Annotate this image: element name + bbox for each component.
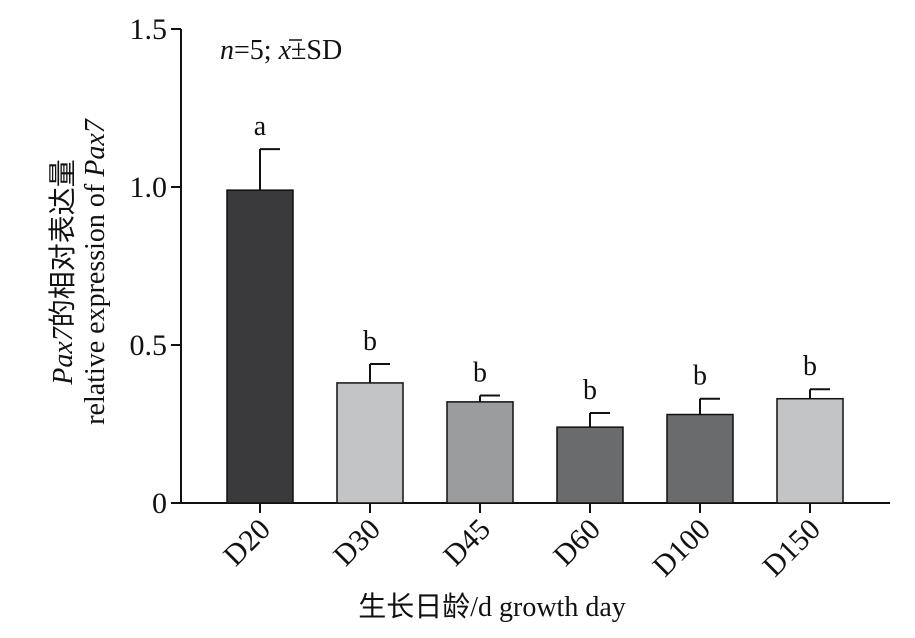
y-tick-label: 1.5 <box>130 13 168 46</box>
y-tick-label: 0 <box>152 487 167 520</box>
x-tick-labels: D20 D30 D45 D60 D100 D150 <box>217 513 827 583</box>
x-tick-label-d150: D150 <box>756 513 826 583</box>
bar-d100 <box>666 413 734 504</box>
significance-label-d150: b <box>803 351 817 382</box>
bar-d150 <box>776 397 844 504</box>
error-bars <box>259 148 830 428</box>
mean-symbol: x <box>278 35 292 66</box>
y-tick-label: 1.0 <box>130 171 168 204</box>
y-axis-title-line1: Pax7的相对表达量 <box>47 159 79 386</box>
x-tick-label-d45: D45 <box>437 513 497 573</box>
n-symbol: n <box>220 35 234 66</box>
sample-annotation: n=5; x±SD <box>220 35 342 66</box>
y-axis-title-line2: relative expression of Pax7 <box>80 118 111 425</box>
y-tick-label: 0.5 <box>130 329 168 362</box>
x-tick-label-d20: D20 <box>217 513 277 573</box>
bar-d30 <box>336 382 404 504</box>
x-axis-title: 生长日龄/d growth day <box>358 591 626 623</box>
bar-d20 <box>226 189 294 504</box>
x-tick-label-d60: D60 <box>547 513 607 573</box>
significance-label-d45: b <box>473 358 487 389</box>
bar-d45 <box>446 401 514 504</box>
axes <box>171 28 890 513</box>
significance-label-d20: a <box>254 111 267 142</box>
n-value: =5; <box>234 35 279 66</box>
significance-label-d30: b <box>363 326 377 357</box>
significance-label-d100: b <box>693 361 707 392</box>
x-tick-label-d30: D30 <box>327 513 387 573</box>
significance-label-d60: b <box>583 375 597 406</box>
bar-d60 <box>556 426 624 504</box>
bars <box>226 189 844 504</box>
x-tick-label-d100: D100 <box>646 513 716 583</box>
y-tick-labels: 0 0.5 1.0 1.5 <box>130 13 168 520</box>
significance-letters: a b b b b b <box>254 111 817 406</box>
